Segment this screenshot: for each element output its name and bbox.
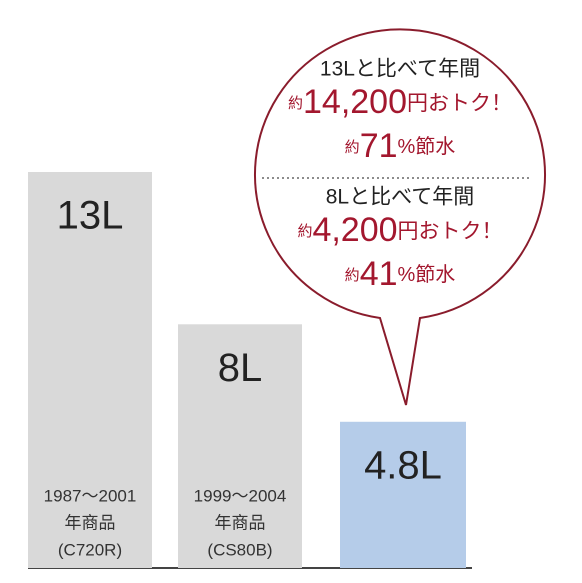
category-label: (C720R) — [58, 540, 122, 559]
annotation-saving: 約4,200円おトク！ — [297, 211, 502, 249]
annotation-prefix: 約 — [345, 267, 360, 284]
annotation-heading: 8Lと比べて年間 — [326, 186, 475, 209]
annotation-prefix: 約 — [288, 95, 303, 112]
annotation-suffix: 円おトク！ — [407, 92, 512, 115]
annotation-amount: 41 — [360, 255, 398, 293]
bar — [178, 324, 302, 568]
annotation-water: 約71%節水 — [345, 127, 456, 165]
category-label: (CS80B) — [207, 540, 272, 559]
annotation-water: 約41%節水 — [345, 255, 456, 293]
category-label: 年商品 — [65, 513, 116, 532]
annotation-suffix: %節水 — [398, 263, 456, 286]
category-label: 1999〜2004 — [194, 486, 287, 505]
annotation-prefix: 約 — [345, 139, 360, 156]
annotation-suffix: 円おトク！ — [398, 220, 503, 243]
value-label: 13L — [57, 194, 124, 238]
value-label: 4.8L — [364, 443, 442, 487]
annotation-heading: 13Lと比べて年間 — [320, 58, 480, 81]
annotation-amount: 71 — [360, 127, 398, 165]
bar — [340, 421, 466, 568]
annotation-amount: 4,200 — [312, 211, 397, 249]
category-label: 年商品 — [215, 513, 266, 532]
annotation-suffix: %節水 — [398, 135, 456, 158]
value-label: 8L — [218, 346, 263, 390]
bar — [28, 172, 152, 568]
annotation-amount: 14,200 — [303, 83, 407, 121]
speech-bubble — [254, 28, 546, 406]
annotation-prefix: 約 — [297, 223, 312, 240]
annotation-saving: 約14,200円おトク！ — [288, 83, 512, 121]
category-label: 1987〜2001 — [44, 486, 137, 505]
